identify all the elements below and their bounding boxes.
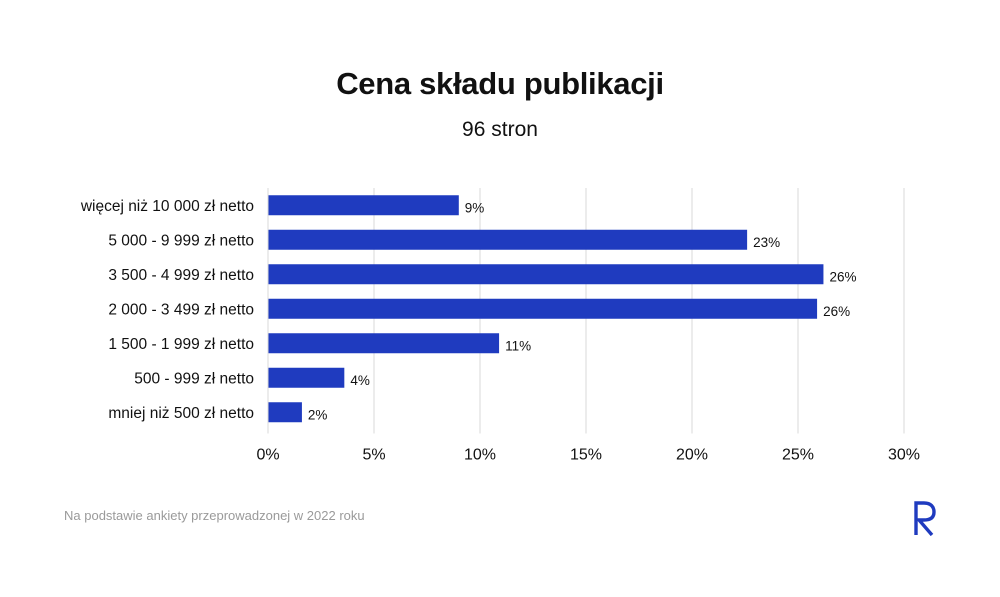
category-label: 2 000 - 3 499 zł netto (108, 301, 254, 318)
chart-subtitle: 96 stron (462, 118, 538, 141)
data-label: 23% (753, 235, 780, 250)
x-tick-label: 15% (570, 447, 602, 464)
x-tick-label: 30% (888, 447, 920, 464)
x-tick-label: 0% (256, 447, 279, 464)
data-label: 4% (350, 373, 370, 388)
bar (268, 298, 818, 319)
r-logo-icon (914, 501, 936, 536)
bar (268, 367, 345, 388)
data-label: 11% (505, 338, 531, 353)
chart-title: Cena składu publikacji (336, 66, 664, 101)
category-label: 3 500 - 4 999 zł netto (108, 267, 254, 284)
bar (268, 264, 824, 285)
bar-chart: 0% 5% 10% 15% 20% 25% 30% więcej niż 10 000 zł … (80, 188, 920, 464)
category-label: 5 000 - 9 999 zł netto (108, 232, 254, 249)
x-tick-label: 20% (676, 447, 708, 464)
x-tick-label: 10% (464, 447, 496, 464)
data-label: 26% (829, 269, 856, 284)
x-tick-label: 25% (782, 447, 814, 464)
category-label: mniej niż 500 zł netto (108, 405, 254, 422)
x-tick-label: 5% (362, 447, 385, 464)
data-label: 9% (465, 200, 485, 215)
bar (268, 402, 302, 423)
category-label: więcej niż 10 000 zł netto (80, 198, 254, 215)
footnote: Na podstawie ankiety przeprowadzonej w 2… (64, 508, 365, 523)
category-label: 1 500 - 1 999 zł netto (108, 336, 254, 353)
bar (268, 333, 500, 354)
bar (268, 195, 459, 216)
bar (268, 229, 748, 250)
data-label: 26% (823, 304, 850, 319)
data-label: 2% (308, 407, 328, 422)
category-label: 500 - 999 zł netto (134, 370, 254, 387)
